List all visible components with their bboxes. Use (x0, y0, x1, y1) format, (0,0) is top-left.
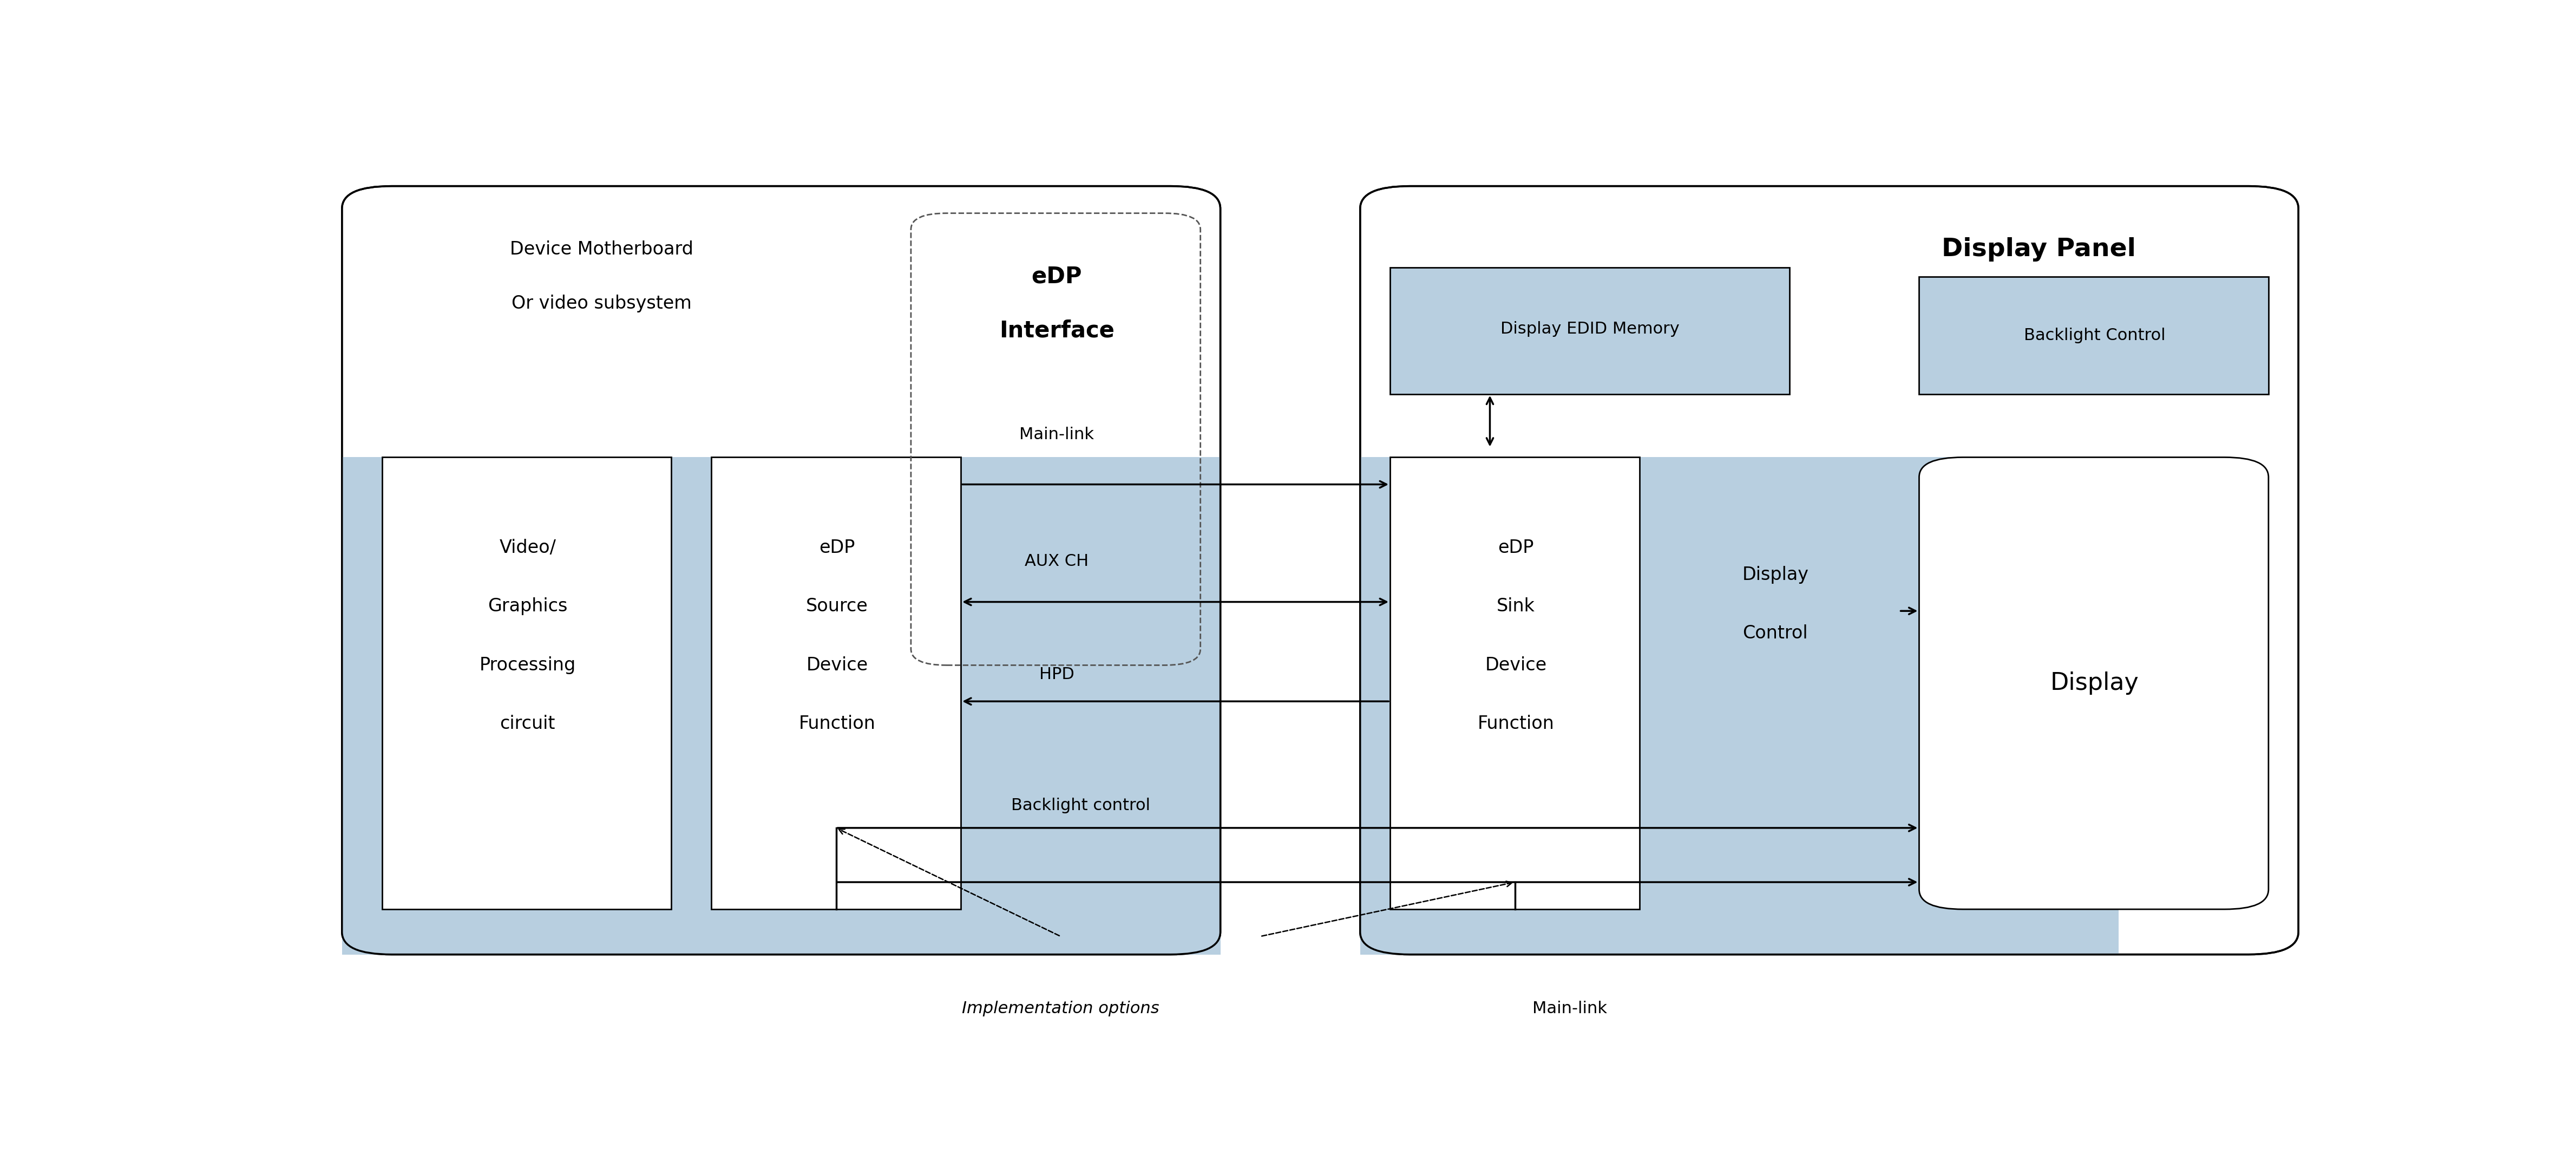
Bar (381, 458, 672, 910)
Bar (1391, 458, 1641, 910)
Text: Display: Display (2050, 672, 2138, 695)
Text: circuit: circuit (500, 715, 556, 733)
Text: Device Motherboard: Device Motherboard (510, 241, 693, 258)
Text: Processing: Processing (479, 656, 577, 674)
FancyBboxPatch shape (343, 187, 1221, 954)
Text: eDP: eDP (1497, 539, 1533, 556)
Text: Backlight Control: Backlight Control (2025, 328, 2166, 343)
Text: Graphics: Graphics (487, 598, 567, 615)
Text: Display EDID Memory: Display EDID Memory (1499, 321, 1680, 337)
Text: Device: Device (1484, 656, 1546, 674)
FancyBboxPatch shape (1360, 187, 2298, 954)
Text: Main-link: Main-link (1533, 1001, 1607, 1017)
Text: Video/: Video/ (500, 539, 556, 556)
Bar (1391, 268, 1790, 394)
Text: Or video subsystem: Or video subsystem (513, 295, 690, 312)
Bar (1360, 458, 2120, 954)
Bar (1919, 277, 2269, 394)
Text: AUX CH: AUX CH (1025, 553, 1090, 569)
Text: Display: Display (1741, 566, 1808, 583)
Bar (711, 458, 961, 910)
Text: Control: Control (1744, 625, 1808, 642)
Text: Interface: Interface (999, 319, 1115, 342)
Text: Sink: Sink (1497, 598, 1535, 615)
Text: Implementation options: Implementation options (961, 1001, 1159, 1017)
Bar (343, 458, 1221, 954)
Text: HPD: HPD (1038, 667, 1074, 682)
Text: Device: Device (806, 656, 868, 674)
Text: Source: Source (806, 598, 868, 615)
Text: Function: Function (1479, 715, 1553, 733)
Text: Function: Function (799, 715, 876, 733)
Text: Display Panel: Display Panel (1942, 237, 2136, 262)
Text: eDP: eDP (1030, 265, 1082, 288)
FancyBboxPatch shape (1919, 457, 2269, 910)
Text: eDP: eDP (819, 539, 855, 556)
Text: Main-link: Main-link (1020, 427, 1095, 443)
Text: Backlight control: Backlight control (1010, 797, 1151, 814)
